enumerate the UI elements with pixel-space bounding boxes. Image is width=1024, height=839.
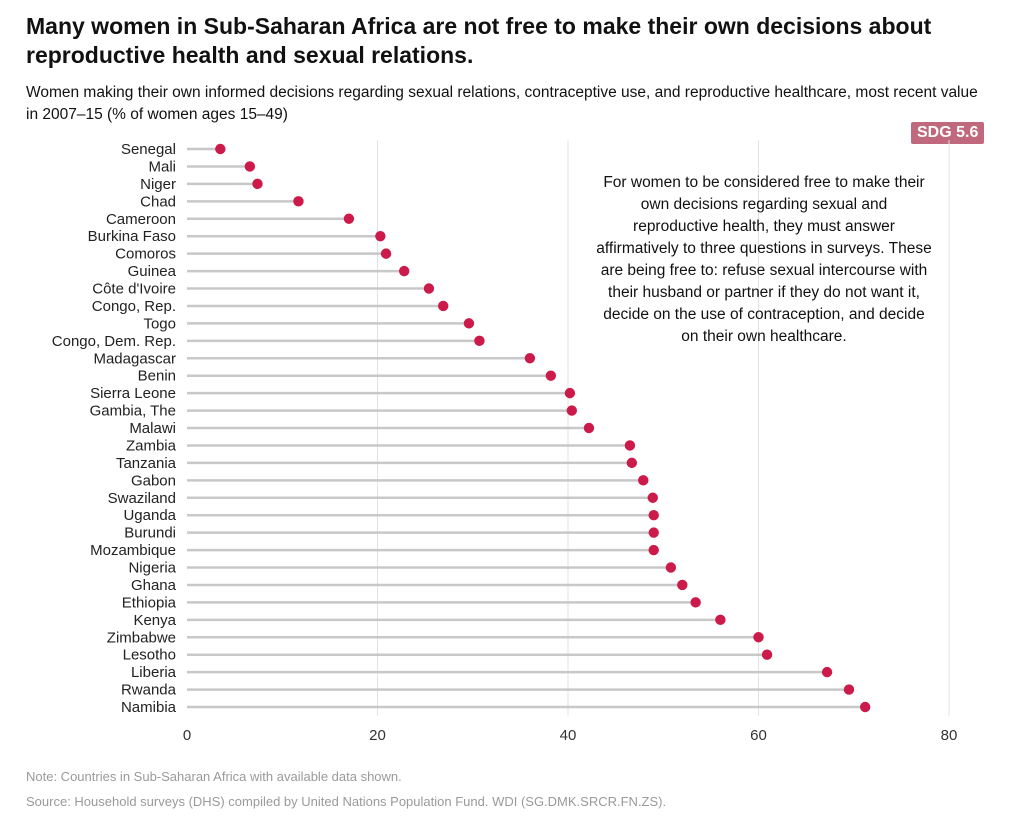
country-label: Gabon <box>131 472 176 489</box>
country-label: Ghana <box>131 577 177 594</box>
country-label: Benin <box>138 368 176 385</box>
data-point <box>564 387 576 399</box>
data-point <box>293 196 304 207</box>
country-label: Swaziland <box>108 490 176 507</box>
country-label: Madagascar <box>93 350 176 367</box>
data-point <box>648 527 659 538</box>
data-point <box>438 300 449 312</box>
data-point <box>566 405 578 416</box>
x-tick-label: 20 <box>369 727 386 744</box>
country-label: Congo, Rep. <box>92 298 176 315</box>
sdg-badge: SDG 5.6 <box>911 122 985 144</box>
data-point <box>761 649 773 660</box>
data-point <box>583 422 595 434</box>
data-point <box>380 248 392 259</box>
country-label: Guinea <box>128 263 177 280</box>
data-point <box>715 614 726 626</box>
data-point <box>215 143 226 155</box>
x-tick-label: 80 <box>941 727 958 744</box>
data-point <box>753 632 764 643</box>
country-label: Nigeria <box>128 560 176 577</box>
country-label: Sierra Leone <box>90 385 176 402</box>
data-point <box>252 178 263 190</box>
chart-note: Note: Countries in Sub-Saharan Africa wi… <box>26 769 402 784</box>
country-label: Senegal <box>121 141 176 158</box>
country-label: Zambia <box>126 437 177 454</box>
country-label: Togo <box>143 315 176 332</box>
data-point <box>398 265 410 277</box>
country-label: Namibia <box>121 699 177 716</box>
country-label: Rwanda <box>121 682 177 699</box>
data-point <box>463 318 475 329</box>
country-label: Kenya <box>133 612 176 629</box>
x-tick-label: 40 <box>560 727 577 744</box>
country-label: Zimbabwe <box>107 629 176 646</box>
data-point <box>423 283 435 294</box>
data-point <box>665 562 677 573</box>
chart-annotation: For women to be considered free to make … <box>596 174 932 345</box>
country-label: Burundi <box>124 525 176 542</box>
country-label: Tanzania <box>116 455 177 472</box>
chart-source: Source: Household surveys (DHS) compiled… <box>26 794 667 809</box>
data-point <box>638 475 649 486</box>
chart-subtitle: Women making their own informed decision… <box>26 84 978 123</box>
country-label: Malawi <box>129 420 176 437</box>
data-point <box>626 457 638 469</box>
country-label: Congo, Dem. Rep. <box>52 333 176 350</box>
data-point <box>343 213 355 224</box>
data-point <box>474 335 485 347</box>
data-point <box>648 544 659 556</box>
country-label: Niger <box>140 176 176 193</box>
country-label: Burkina Faso <box>88 228 176 245</box>
country-label: Mali <box>148 158 176 175</box>
data-point <box>244 161 256 172</box>
country-label: Liberia <box>131 664 177 681</box>
country-label: Gambia, The <box>90 403 176 420</box>
data-point <box>524 353 536 364</box>
x-tick-label: 0 <box>183 727 191 744</box>
data-point <box>859 701 871 713</box>
data-point <box>647 492 658 503</box>
data-point <box>545 370 557 381</box>
data-point <box>375 230 386 242</box>
data-point <box>624 440 636 451</box>
country-label: Uganda <box>123 507 176 524</box>
data-point <box>677 579 688 591</box>
country-label: Comoros <box>115 246 176 263</box>
data-point <box>843 684 855 695</box>
country-label: Ethiopia <box>122 594 177 611</box>
x-tick-label: 60 <box>750 727 767 744</box>
country-label: Mozambique <box>90 542 176 559</box>
country-label: Lesotho <box>123 647 176 664</box>
data-point <box>648 509 659 521</box>
country-label: Côte d'Ivoire <box>92 281 176 298</box>
data-point <box>821 666 833 678</box>
country-label: Cameroon <box>106 211 176 228</box>
country-label: Chad <box>140 193 176 210</box>
chart-title: Many women in Sub-Saharan Africa are not… <box>26 13 932 68</box>
data-point <box>690 597 701 608</box>
